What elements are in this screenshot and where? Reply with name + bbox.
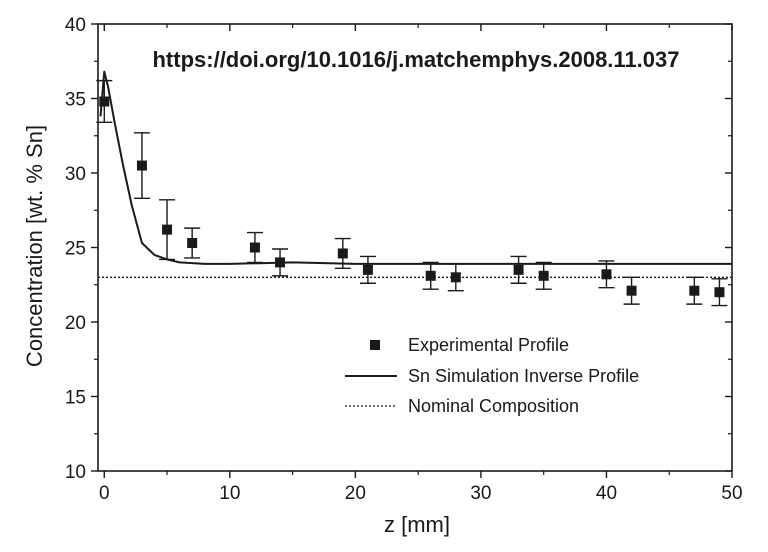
y-tick-label: 25	[65, 239, 86, 260]
x-tick-label: 0	[99, 483, 110, 504]
data-point	[714, 287, 725, 298]
data-point	[249, 242, 260, 253]
data-point	[337, 248, 348, 259]
x-axis-title: z [mm]	[384, 512, 450, 537]
x-tick-label: 30	[470, 483, 491, 504]
data-point	[136, 160, 147, 171]
data-point	[601, 269, 612, 280]
y-tick-label: 10	[65, 462, 86, 483]
data-point	[162, 224, 173, 235]
data-point	[99, 96, 110, 107]
x-tick-label: 10	[219, 483, 240, 504]
legend-label-nominal: Nominal Composition	[408, 396, 579, 416]
legend-label-experimental: Experimental Profile	[408, 335, 569, 355]
data-point	[626, 285, 637, 296]
data-point	[275, 257, 286, 268]
y-tick-label: 35	[65, 90, 86, 111]
y-tick-label: 40	[65, 15, 86, 36]
data-point	[538, 270, 549, 281]
legend-label-simulation: Sn Simulation Inverse Profile	[408, 366, 639, 386]
simulation-line	[99, 70, 732, 265]
data-point	[450, 272, 461, 283]
y-axis-title: Concentration [wt. % Sn]	[22, 125, 47, 367]
legend-marker-experimental	[370, 340, 380, 350]
doi-watermark: https://doi.org/10.1016/j.matchemphys.20…	[152, 47, 679, 72]
y-tick-label: 20	[65, 313, 86, 334]
y-tick-label: 30	[65, 164, 86, 185]
plot-area	[96, 70, 732, 307]
legend: Experimental Profile Sn Simulation Invers…	[345, 335, 639, 416]
data-point	[689, 285, 700, 296]
x-tick-label: 50	[721, 483, 742, 504]
axes: 0 10 20 30 40 50 10 15 20 25 30 35 40	[65, 15, 743, 504]
data-point	[187, 238, 198, 249]
data-point	[513, 264, 524, 275]
data-point	[362, 264, 373, 275]
data-point	[425, 270, 436, 281]
x-tick-label: 20	[345, 483, 366, 504]
y-tick-label: 15	[65, 388, 86, 409]
x-tick-label: 40	[596, 483, 617, 504]
